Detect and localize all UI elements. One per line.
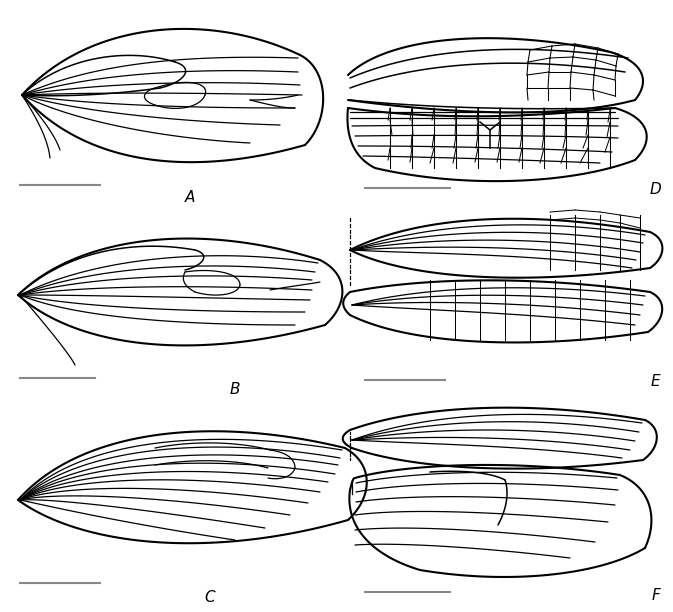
Text: A: A [185,190,195,206]
Text: C: C [205,589,215,605]
Text: B: B [229,382,240,398]
Text: D: D [649,182,661,198]
Text: E: E [650,375,660,389]
Text: F: F [651,588,660,602]
